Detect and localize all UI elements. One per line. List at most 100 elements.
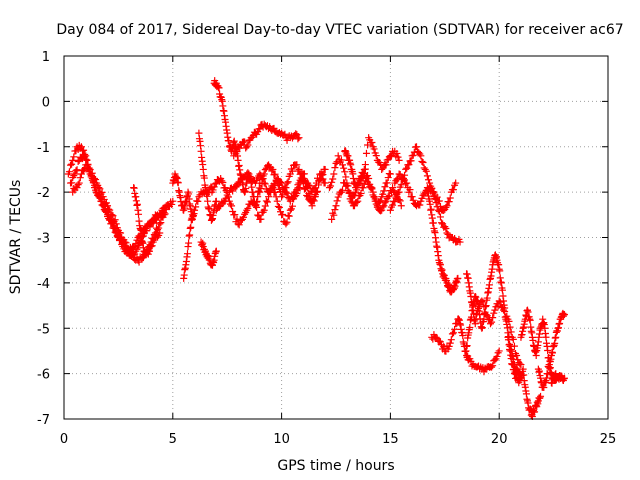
data-point	[413, 143, 421, 151]
data-point	[416, 201, 424, 209]
y-tick-label: -7	[37, 413, 50, 428]
data-point	[328, 215, 336, 223]
data-point	[297, 170, 305, 178]
data-point	[549, 349, 557, 357]
series-sat-i	[210, 77, 264, 210]
data-point	[359, 174, 367, 182]
data-point	[254, 211, 262, 219]
data-point	[346, 189, 354, 197]
data-point	[303, 191, 311, 199]
data-point	[107, 216, 115, 224]
data-point	[260, 206, 268, 214]
x-tick-label: 20	[491, 432, 508, 447]
data-point	[418, 157, 426, 165]
data-point	[331, 206, 339, 214]
data-point	[219, 179, 227, 187]
data-point	[282, 184, 290, 192]
data-point	[314, 187, 322, 195]
data-point	[109, 212, 117, 220]
data-point	[480, 303, 488, 311]
data-point	[204, 197, 212, 205]
data-point	[342, 182, 350, 190]
data-point	[73, 166, 81, 174]
data-point	[234, 156, 242, 164]
data-point	[199, 165, 207, 173]
data-point	[380, 202, 388, 210]
data-point	[383, 179, 391, 187]
data-point	[269, 184, 277, 192]
data-point	[488, 363, 496, 371]
data-point	[544, 370, 552, 378]
data-point	[450, 186, 458, 194]
data-point	[155, 224, 163, 232]
data-point	[381, 199, 389, 207]
data-point	[146, 223, 154, 231]
data-point	[498, 286, 506, 294]
data-point	[421, 165, 429, 173]
data-point	[105, 211, 113, 219]
data-point	[211, 180, 219, 188]
data-point	[407, 157, 415, 165]
data-point	[114, 232, 122, 240]
data-point	[234, 220, 242, 228]
data-point	[479, 298, 487, 306]
data-point	[74, 181, 82, 189]
data-point	[302, 184, 310, 192]
data-point	[75, 179, 83, 187]
data-point	[450, 329, 458, 337]
data-point	[452, 179, 460, 187]
series-sat-v	[463, 270, 525, 369]
data-point	[92, 183, 100, 191]
data-point	[347, 192, 355, 200]
data-point	[96, 185, 104, 193]
data-point	[84, 164, 92, 172]
data-point	[378, 206, 386, 214]
data-point	[359, 184, 367, 192]
data-point	[500, 306, 508, 314]
data-point	[261, 202, 269, 210]
data-point	[135, 241, 143, 249]
series-sat-h	[197, 238, 220, 269]
data-point	[384, 174, 392, 182]
data-point	[253, 203, 261, 211]
data-point	[424, 176, 432, 184]
data-point	[282, 220, 290, 228]
data-point	[188, 211, 196, 219]
y-tick-label: 0	[42, 95, 50, 110]
data-point	[392, 194, 400, 202]
data-point	[209, 186, 217, 194]
data-point	[386, 206, 394, 214]
data-point	[310, 197, 318, 205]
data-point	[378, 165, 386, 173]
data-point	[232, 183, 240, 191]
data-point	[111, 228, 119, 236]
data-point	[197, 147, 205, 155]
data-point	[271, 170, 279, 178]
data-point	[503, 312, 511, 320]
data-point	[187, 223, 195, 231]
data-point	[379, 190, 387, 198]
data-point	[269, 165, 277, 173]
data-point	[306, 196, 314, 204]
data-point	[432, 333, 440, 341]
data-point	[101, 207, 109, 215]
data-point	[223, 188, 231, 196]
y-tick-label: -5	[37, 322, 50, 337]
data-point	[283, 179, 291, 187]
data-point	[379, 203, 387, 211]
data-point	[454, 274, 462, 282]
data-point	[76, 174, 84, 182]
data-point	[331, 164, 339, 172]
data-point	[408, 193, 416, 201]
data-point	[225, 197, 233, 205]
y-tick-label: -1	[37, 141, 50, 156]
data-point	[156, 229, 164, 237]
data-point	[513, 351, 521, 359]
data-point	[544, 346, 552, 354]
data-point	[311, 193, 319, 201]
data-point	[442, 225, 450, 233]
data-point	[194, 197, 202, 205]
data-point	[386, 170, 394, 178]
